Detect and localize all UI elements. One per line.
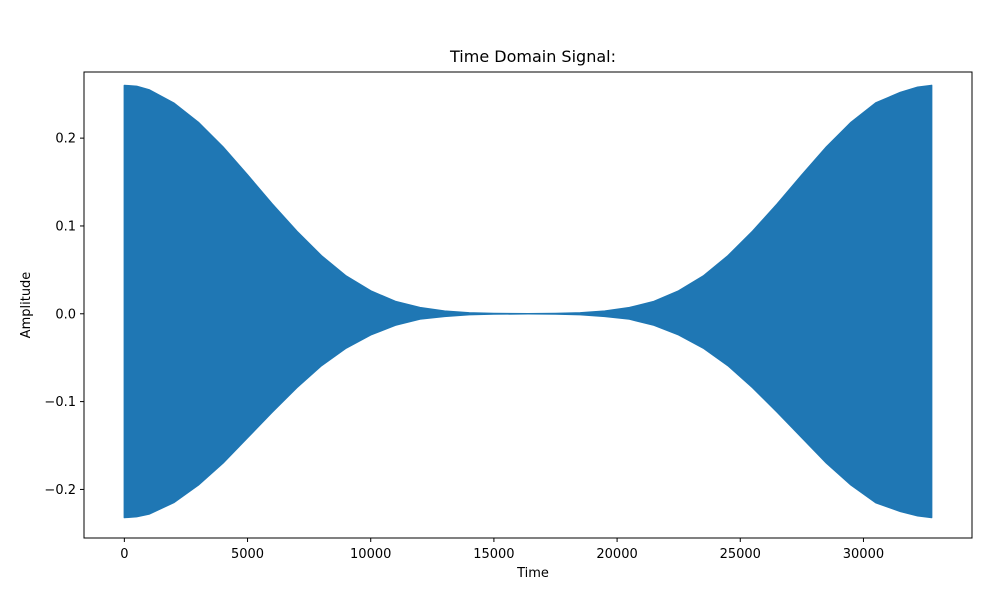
x-tick-label: 25000 xyxy=(720,547,761,562)
chart-title: Time Domain Signal: xyxy=(449,47,616,66)
y-tick-label: −0.2 xyxy=(44,483,76,498)
x-axis: 0 5000 10000 15000 20000 25000 30000 xyxy=(120,538,884,562)
x-tick-label: 20000 xyxy=(596,547,637,562)
x-tick-label: 10000 xyxy=(350,547,391,562)
x-tick-label: 30000 xyxy=(843,547,884,562)
y-tick-label: 0.0 xyxy=(55,307,76,322)
x-axis-label: Time xyxy=(516,566,549,581)
y-tick-label: 0.2 xyxy=(55,132,76,147)
x-tick-label: 15000 xyxy=(473,547,514,562)
y-tick-label: 0.1 xyxy=(55,219,76,234)
plot-area xyxy=(123,84,933,519)
x-tick-label: 0 xyxy=(120,547,128,562)
y-tick-label: −0.1 xyxy=(44,395,76,410)
signal-envelope-series-0 xyxy=(123,84,933,519)
x-tick-label: 5000 xyxy=(231,547,264,562)
y-axis-label: Amplitude xyxy=(19,272,34,339)
axes-frame xyxy=(83,71,973,539)
y-axis: −0.2 −0.1 0.0 0.1 0.2 xyxy=(44,132,84,498)
